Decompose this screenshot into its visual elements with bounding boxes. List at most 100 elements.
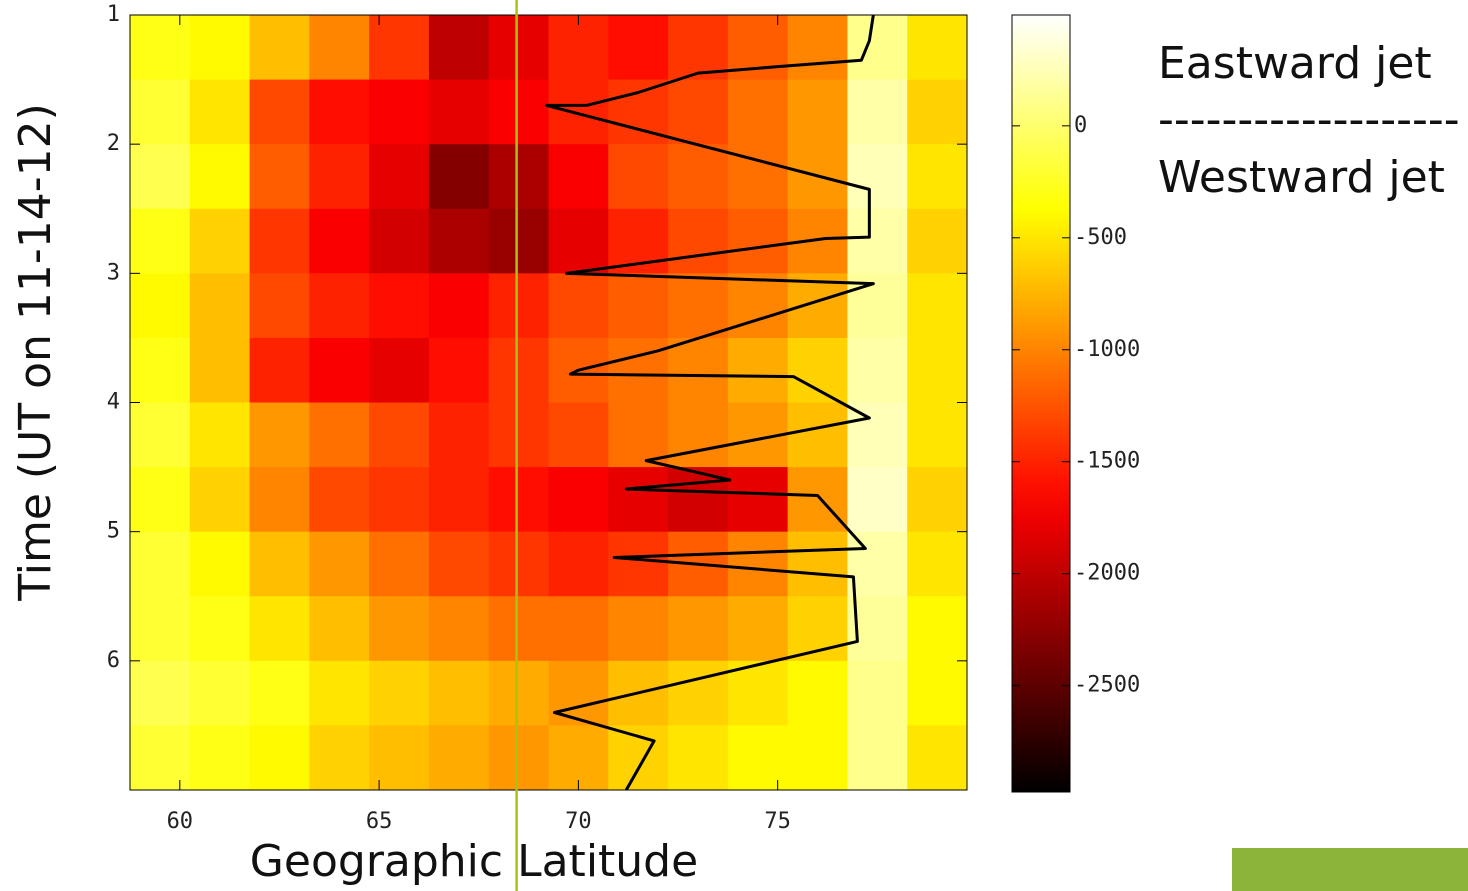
heat-cell <box>668 273 729 339</box>
heat-cell <box>548 273 609 339</box>
heat-cell <box>249 79 310 145</box>
y-tick-label: 2 <box>107 131 120 156</box>
heat-cell <box>548 208 609 274</box>
heat-cell <box>249 467 310 533</box>
heat-cell <box>787 660 848 726</box>
heat-cell <box>369 402 430 468</box>
heat-cell <box>488 273 549 339</box>
heat-cell <box>488 79 549 145</box>
heat-cell <box>309 531 370 597</box>
heat-cell <box>787 15 848 81</box>
y-tick-label: 4 <box>107 390 120 415</box>
heat-cell <box>548 144 609 210</box>
heat-cell <box>428 15 490 81</box>
heat-cell <box>488 596 549 662</box>
y-axis-label: Time (UT on 11-14-12) <box>10 103 61 602</box>
heat-cell <box>787 725 848 791</box>
heat-cell <box>787 402 848 468</box>
heat-cell <box>309 596 370 662</box>
heat-cell <box>309 725 370 791</box>
heat-cell <box>847 467 908 533</box>
heat-cell <box>428 144 490 210</box>
x-axis-label: Geographic Latitude <box>250 836 698 887</box>
heat-cell <box>189 467 251 533</box>
heat-cell <box>668 79 729 145</box>
heat-cell <box>847 208 908 274</box>
colorbar-tick-label: -500 <box>1074 225 1127 250</box>
heat-cell <box>727 467 789 533</box>
x-tick-label: 75 <box>764 809 791 834</box>
heat-cell <box>668 596 729 662</box>
y-tick-label: 3 <box>107 260 120 285</box>
heat-cell <box>847 79 908 145</box>
heat-cell <box>668 337 729 403</box>
heat-cell <box>130 273 191 339</box>
heat-cell <box>907 208 968 274</box>
heat-cell <box>488 144 549 210</box>
heat-cell <box>428 208 490 274</box>
heat-cell <box>428 79 490 145</box>
heat-cell <box>727 273 789 339</box>
heat-cell <box>907 144 968 210</box>
heat-cell <box>189 273 251 339</box>
heat-cell <box>787 467 848 533</box>
heat-cell <box>130 15 191 81</box>
heat-cell <box>428 467 490 533</box>
heat-cell <box>369 208 430 274</box>
heat-cell <box>369 144 430 210</box>
heat-cell <box>369 660 430 726</box>
heat-cell <box>189 337 251 403</box>
heat-cell <box>548 79 609 145</box>
heat-cell <box>309 402 370 468</box>
heat-cell <box>488 15 549 81</box>
heat-cell <box>428 273 490 339</box>
heat-cell <box>189 144 251 210</box>
heat-cell <box>847 15 908 81</box>
heat-cell <box>668 725 729 791</box>
heat-cell <box>668 208 729 274</box>
heat-cell <box>249 596 310 662</box>
heat-cell <box>907 337 968 403</box>
colorbar-tick-label: -2000 <box>1074 561 1140 586</box>
heat-cell <box>428 725 490 791</box>
heat-cell <box>249 208 310 274</box>
heat-cell <box>428 402 490 468</box>
heat-cell <box>488 531 549 597</box>
heat-cell <box>787 531 848 597</box>
heat-cell <box>249 402 310 468</box>
heat-cell <box>130 660 191 726</box>
heat-cell <box>548 15 609 81</box>
heat-cell <box>727 596 789 662</box>
heat-cell <box>488 467 549 533</box>
heat-cell <box>907 660 968 726</box>
heat-cell <box>249 15 310 81</box>
heat-cell <box>189 660 251 726</box>
heat-cell <box>847 725 908 791</box>
heat-cell <box>130 208 191 274</box>
heat-cell <box>309 208 370 274</box>
heat-cell <box>668 144 729 210</box>
heat-cell <box>369 596 430 662</box>
heat-cell <box>309 467 370 533</box>
heat-cell <box>488 725 549 791</box>
legend-text: Eastward jet <box>1158 38 1432 89</box>
heat-cell <box>548 467 609 533</box>
heat-cell <box>309 337 370 403</box>
heat-cell <box>130 467 191 533</box>
heat-cell <box>668 402 729 468</box>
heat-cell <box>608 273 669 339</box>
heat-cell <box>309 660 370 726</box>
heat-cell <box>428 337 490 403</box>
heat-cell <box>548 596 609 662</box>
heat-cell <box>130 402 191 468</box>
heat-cell <box>130 596 191 662</box>
heat-cell <box>787 337 848 403</box>
heat-cell <box>907 79 968 145</box>
heat-cell <box>608 467 669 533</box>
colorbar-tick-label: -1500 <box>1074 449 1140 474</box>
heat-cell <box>847 337 908 403</box>
y-tick-label: 5 <box>107 519 120 544</box>
heat-cell <box>847 531 908 597</box>
heat-cell <box>907 596 968 662</box>
heat-cell <box>189 402 251 468</box>
